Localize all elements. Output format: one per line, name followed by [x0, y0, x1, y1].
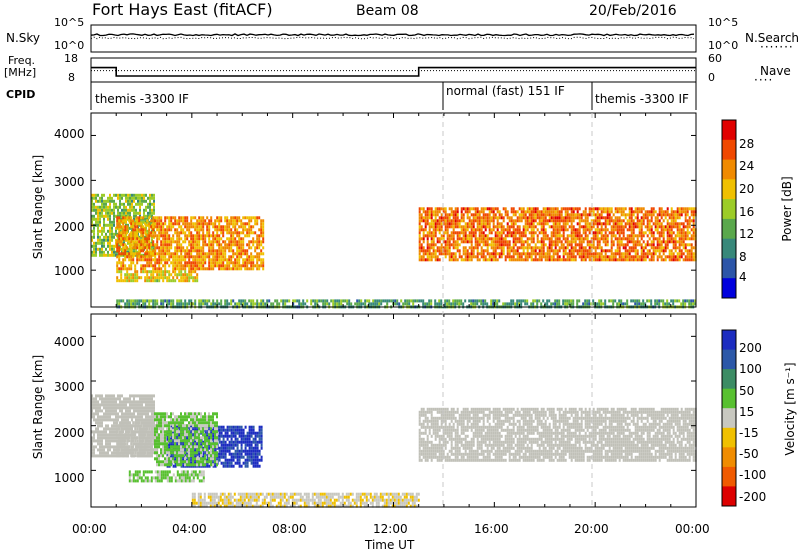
- power-cbar-swatch: [722, 238, 736, 259]
- velocity-cbar-swatch: [722, 447, 736, 468]
- n-search-label: N.Search: [745, 31, 800, 45]
- vel-cbar-tick-200: 200: [739, 341, 762, 355]
- nave-tick-bottom: 0: [708, 71, 715, 84]
- power-cbar-frame: [721, 119, 737, 299]
- x-axis-title: Time UT: [365, 538, 415, 552]
- power-cbar-tick-12: 12: [739, 227, 755, 241]
- velocity-cbar-swatch: [722, 369, 736, 390]
- velocity-y-tick-4000: 4000: [54, 335, 85, 349]
- freq-tick-top: 18: [64, 52, 78, 65]
- velocity-cbar-swatch: [722, 388, 736, 409]
- noise-right-tick-bottom: 10^0: [708, 39, 739, 52]
- velocity-region-5: [418, 407, 697, 462]
- velocity-cbar-frame: [721, 329, 737, 507]
- velocity-cbar-swatch: [722, 427, 736, 448]
- vel-cbar-tick-50: 50: [739, 384, 755, 398]
- x-tick-4: 16:00: [474, 522, 509, 536]
- power-region-3: [418, 207, 697, 262]
- n-sky-series: [90, 33, 695, 37]
- power-cbar-swatch: [722, 120, 736, 141]
- power-cbar-tick-4: 4: [739, 270, 747, 284]
- nave-label: Nave: [760, 64, 791, 78]
- cpid-segment-1: themis -3300 IF: [95, 92, 189, 106]
- velocity-region-0: [91, 394, 155, 458]
- power-cbar-swatch: [722, 199, 736, 220]
- x-tick-3: 12:00: [373, 522, 408, 536]
- freq-tick-bottom: 8: [68, 71, 75, 84]
- power-cbar-swatch: [722, 278, 736, 299]
- velocity-cbar-swatch: [722, 486, 736, 507]
- x-tick-0: 00:00: [72, 522, 107, 536]
- velocity-y-tick-3000: 3000: [54, 380, 85, 394]
- power-colorbar: [721, 119, 737, 299]
- cpid-segment-2: normal (fast) 151 IF: [446, 84, 565, 98]
- velocity-colorbar: [721, 329, 737, 507]
- power-y-tick-1000: 1000: [54, 264, 85, 278]
- vel-cbar-tick-m15: -15: [739, 426, 759, 440]
- vel-cbar-title: Velocity [m s⁻¹]: [783, 362, 797, 456]
- power-cbar-tick-28: 28: [739, 137, 755, 151]
- velocity-cbar-swatch: [722, 330, 736, 351]
- velocity-y-tick-2000: 2000: [54, 426, 85, 440]
- freq-series: [91, 66, 696, 77]
- vel-cbar-tick-15: 15: [739, 405, 755, 419]
- x-tick-2: 08:00: [272, 522, 307, 536]
- x-tick-5: 20:00: [574, 522, 609, 536]
- vel-cbar-tick-100: 100: [739, 362, 762, 376]
- power-y-tick-2000: 2000: [54, 220, 85, 234]
- cpid-label: CPID: [6, 88, 36, 101]
- velocity-region-4: [128, 470, 205, 483]
- n-sky-label: N.Sky: [6, 31, 41, 45]
- n-search-series: [90, 36, 695, 40]
- station-title: Fort Hays East (fitACF): [92, 0, 273, 19]
- power-cbar-swatch: [722, 159, 736, 180]
- x-tick-1: 04:00: [172, 522, 207, 536]
- velocity-cbar-swatch: [722, 349, 736, 370]
- vel-cbar-tick-m100: -100: [739, 468, 767, 482]
- nave-tick-top: 60: [708, 52, 722, 65]
- power-cbar-title: Power [dB]: [780, 176, 794, 242]
- n-search-legend-dots: ·······: [760, 40, 794, 54]
- power-y-tick-4000: 4000: [54, 127, 85, 141]
- noise-left-tick-top: 10^5: [54, 16, 85, 29]
- velocity-region-3: [154, 412, 218, 467]
- velocity-region-6: [191, 492, 420, 508]
- vel-cbar-tick-m200: -200: [739, 490, 767, 504]
- power-cbar-tick-20: 20: [739, 182, 755, 196]
- velocity-y-axis-title: Slant Range [km]: [31, 354, 45, 460]
- power-cbar-swatch: [722, 258, 736, 279]
- velocity-cbar-swatch: [722, 466, 736, 487]
- velocity-cbar-swatch: [722, 408, 736, 429]
- vel-cbar-tick-m50: -50: [739, 447, 759, 461]
- cpid-segment-3: themis -3300 IF: [595, 92, 689, 106]
- power-cbar-tick-24: 24: [739, 159, 755, 173]
- power-heatmap: [91, 193, 697, 309]
- power-cbar-tick-8: 8: [739, 250, 747, 264]
- power-cbar-swatch: [722, 218, 736, 240]
- power-cbar-swatch: [722, 179, 736, 200]
- date-label: 20/Feb/2016: [589, 3, 677, 19]
- noise-left-tick-bottom: 10^0: [54, 39, 85, 52]
- power-region-1: [116, 216, 265, 271]
- nave-legend-dots: ····: [754, 73, 774, 87]
- velocity-heatmap: [91, 394, 697, 508]
- power-cbar-tick-16: 16: [739, 205, 755, 219]
- x-tick-6: 00:00: [675, 522, 710, 536]
- freq-panel-frame: [90, 57, 697, 83]
- velocity-y-tick-1000: 1000: [54, 471, 85, 485]
- power-y-tick-3000: 3000: [54, 175, 85, 189]
- freq-unit-label: [MHz]: [4, 66, 37, 79]
- power-region-2: [116, 270, 199, 283]
- power-y-axis-title: Slant Range [km]: [31, 154, 45, 260]
- axis-ticks: [90, 113, 697, 507]
- power-cbar-swatch: [722, 139, 736, 161]
- freq-label: Freq.: [8, 54, 36, 67]
- noise-right-tick-top: 10^5: [708, 16, 739, 29]
- beam-label: Beam 08: [356, 3, 419, 19]
